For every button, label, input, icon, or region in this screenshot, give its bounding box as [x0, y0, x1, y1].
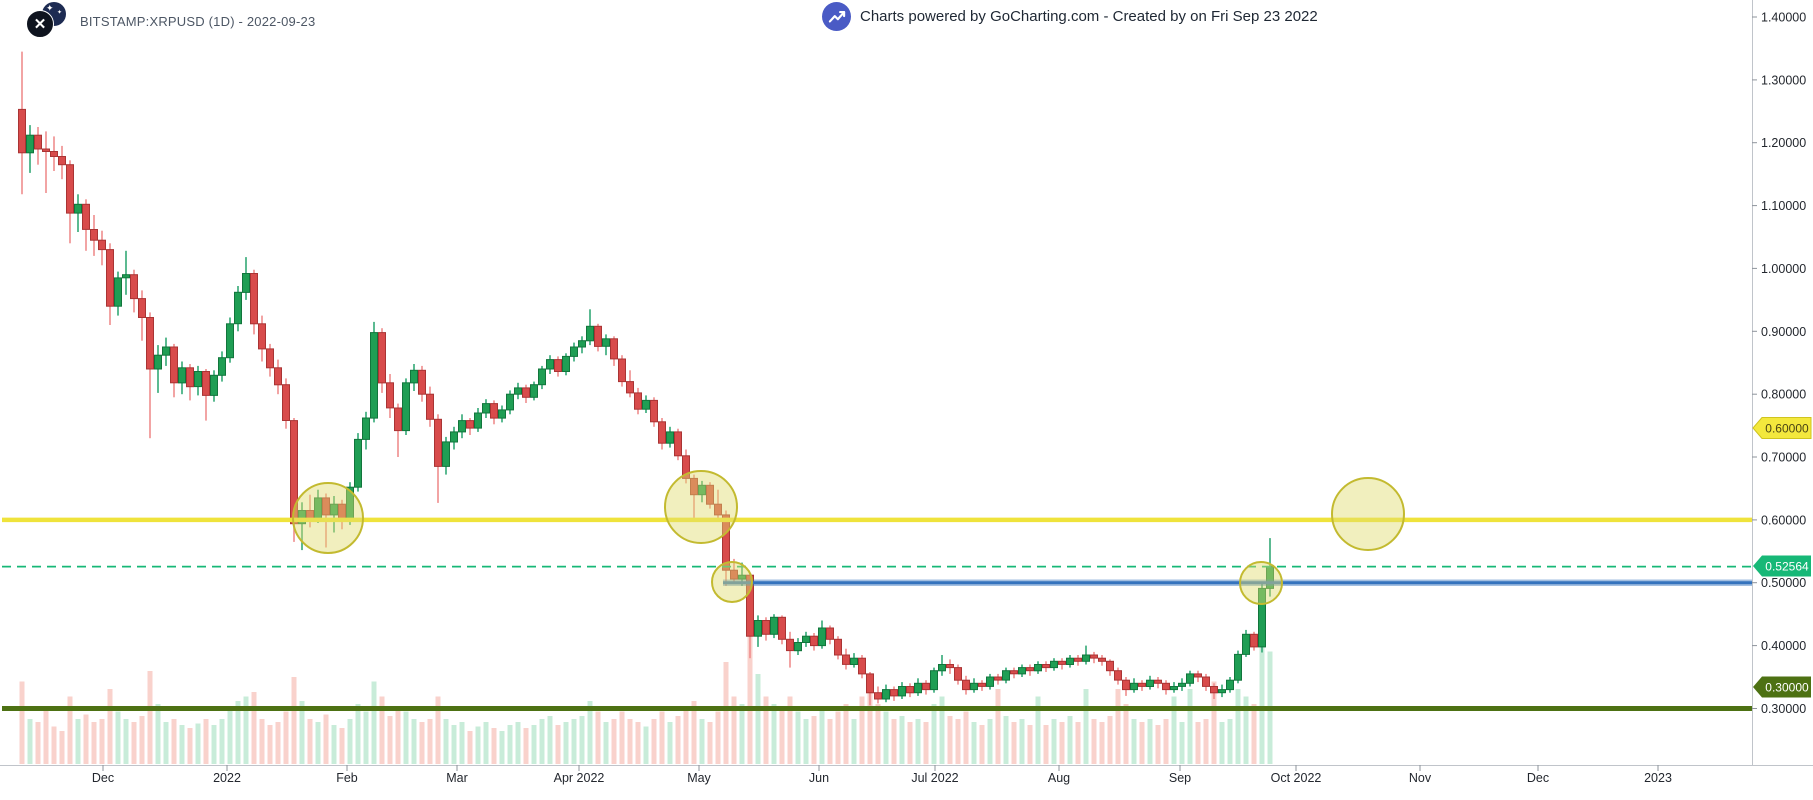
watermark-text: Charts powered by GoCharting.com - Creat…	[860, 8, 1318, 25]
svg-text:1.20000: 1.20000	[1761, 136, 1806, 150]
svg-text:0.30000: 0.30000	[1761, 702, 1806, 716]
x-glyph: ✕	[33, 16, 47, 33]
svg-text:Aug: Aug	[1048, 771, 1070, 785]
price-tags-layer: 0.60000 0.52564 0.30000	[1752, 417, 1812, 698]
watermark: Charts powered by GoCharting.com - Creat…	[822, 2, 1318, 31]
svg-text:1.10000: 1.10000	[1761, 199, 1806, 213]
volume-bars-layer	[19, 614, 1273, 764]
brand: ✦ ✦ ✕ BITSTAMP:XRPUSD (1D) - 2022-09-23	[26, 1, 315, 39]
svg-text:0.60000: 0.60000	[1765, 422, 1809, 436]
svg-text:0.70000: 0.70000	[1761, 451, 1806, 465]
overlay-lines-layer[interactable]	[2, 517, 1752, 711]
candlesticks-layer	[18, 51, 1274, 706]
exchange-logo-icon: ✦ ✦ ✕	[26, 1, 70, 39]
svg-text:0.90000: 0.90000	[1761, 325, 1806, 339]
svg-text:0.50000: 0.50000	[1761, 576, 1806, 590]
trend-arrow-icon	[828, 10, 845, 23]
svg-text:Nov: Nov	[1409, 771, 1432, 785]
logo-x-circle: ✕	[26, 10, 54, 38]
svg-text:Sep: Sep	[1169, 771, 1191, 785]
svg-text:Mar: Mar	[446, 771, 468, 785]
gocharting-trend-icon	[822, 2, 851, 31]
star-icon: ✦	[46, 3, 54, 13]
symbol-title: BITSTAMP:XRPUSD (1D) - 2022-09-23	[80, 13, 316, 29]
svg-text:2023: 2023	[1644, 771, 1672, 785]
svg-text:2022: 2022	[213, 771, 241, 785]
svg-text:May: May	[687, 771, 711, 785]
svg-text:0.52564: 0.52564	[1765, 560, 1809, 574]
svg-text:Dec: Dec	[1527, 771, 1549, 785]
svg-text:Oct 2022: Oct 2022	[1271, 771, 1322, 785]
svg-text:0.80000: 0.80000	[1761, 388, 1806, 402]
star-icon: ✦	[57, 10, 63, 16]
svg-text:1.30000: 1.30000	[1761, 73, 1806, 87]
svg-text:Dec: Dec	[92, 771, 114, 785]
svg-text:Jun: Jun	[809, 771, 829, 785]
svg-text:0.30000: 0.30000	[1765, 681, 1809, 695]
svg-text:Apr 2022: Apr 2022	[554, 771, 605, 785]
svg-text:1.00000: 1.00000	[1761, 262, 1806, 276]
svg-text:1.40000: 1.40000	[1761, 11, 1806, 25]
highlight-circles-layer[interactable]	[292, 470, 1405, 605]
svg-text:Feb: Feb	[336, 771, 358, 785]
svg-text:Jul 2022: Jul 2022	[911, 771, 958, 785]
svg-text:0.40000: 0.40000	[1761, 639, 1806, 653]
svg-text:0.60000: 0.60000	[1761, 513, 1806, 527]
